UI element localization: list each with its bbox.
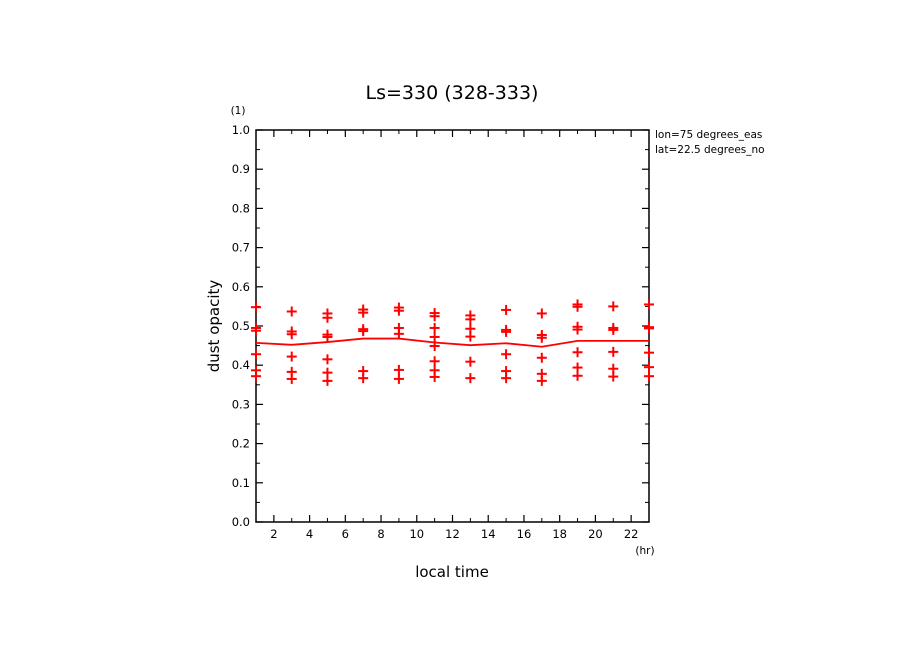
data-point-marker xyxy=(644,371,654,382)
y-tick-label: 0.5 xyxy=(232,319,250,333)
chart-title: Ls=330 (328-333) xyxy=(366,82,539,104)
plot-frame xyxy=(255,129,650,523)
y-tick-label: 0.0 xyxy=(232,515,250,529)
data-point-marker xyxy=(572,370,583,381)
data-point-marker xyxy=(358,307,369,318)
y-tick-label: 0.1 xyxy=(232,476,250,490)
data-point-marker xyxy=(393,373,404,384)
x-tick-label: 2 xyxy=(270,527,277,541)
data-point-marker xyxy=(572,301,583,312)
data-point-marker xyxy=(286,351,297,362)
data-point-marker xyxy=(644,347,654,358)
y-tick-label: 0.4 xyxy=(232,358,250,372)
y-tick-label: 0.9 xyxy=(232,162,250,176)
data-point-marker xyxy=(644,299,654,310)
mean-line xyxy=(255,337,649,348)
x-tick-label: 16 xyxy=(517,527,532,541)
y-axis-label: dust opacity xyxy=(205,280,223,373)
data-point-marker xyxy=(429,340,440,351)
x-tick-label: 8 xyxy=(377,527,384,541)
data-point-marker xyxy=(429,371,440,382)
data-point-marker xyxy=(393,364,404,375)
x-tick-label: 22 xyxy=(624,527,639,541)
data-point-marker xyxy=(572,347,583,358)
data-point-marker xyxy=(536,308,547,319)
data-point-marker xyxy=(501,326,512,337)
data-point-marker xyxy=(251,325,261,336)
data-point-marker xyxy=(251,349,261,360)
x-tick-label: 12 xyxy=(445,527,460,541)
sample-points-series xyxy=(251,299,654,386)
data-point-marker xyxy=(358,326,369,337)
data-point-marker xyxy=(536,332,547,343)
data-point-marker xyxy=(429,356,440,367)
x-tick-label: 20 xyxy=(588,527,603,541)
data-point-marker xyxy=(322,312,333,323)
data-point-marker xyxy=(501,373,512,384)
data-point-marker xyxy=(429,322,440,333)
mean-line-series xyxy=(255,337,649,348)
x-axis-ticks: 2 4 6 8 10 12 14 16 18 20 22 xyxy=(255,130,650,541)
data-point-marker xyxy=(322,354,333,365)
data-point-marker xyxy=(429,311,440,322)
data-point-marker xyxy=(608,301,619,312)
data-point-marker xyxy=(286,373,297,384)
data-point-marker xyxy=(429,331,440,342)
data-point-marker xyxy=(286,306,297,317)
y-tick-label: 0.2 xyxy=(232,437,250,451)
data-point-marker xyxy=(501,304,512,315)
data-point-marker xyxy=(644,323,654,334)
data-point-marker xyxy=(322,375,333,386)
data-point-marker xyxy=(251,371,261,382)
data-point-marker xyxy=(608,324,619,335)
data-point-marker xyxy=(536,352,547,363)
data-point-marker xyxy=(608,371,619,382)
y-tick-label: 1.0 xyxy=(232,123,250,137)
data-point-marker xyxy=(608,346,619,357)
data-point-marker xyxy=(393,328,404,339)
data-point-marker xyxy=(393,305,404,316)
data-point-marker xyxy=(644,362,654,373)
y-tick-label: 0.6 xyxy=(232,280,250,294)
annotation-lat: lat=22.5 degrees_no xyxy=(655,144,765,156)
data-point-marker xyxy=(465,331,476,342)
annotation-lon: lon=75 degrees_eas xyxy=(655,129,762,141)
data-point-marker xyxy=(251,302,261,313)
data-point-marker xyxy=(465,356,476,367)
x-tick-label: 14 xyxy=(481,527,496,541)
x-unit-label: (hr) xyxy=(635,545,654,557)
x-tick-label: 10 xyxy=(409,527,424,541)
y-axis-ticks: 0.0 0.1 0.2 0.3 0.4 0.5 0.6 0.7 0.8 0.9 1.0 xyxy=(232,123,649,529)
data-point-marker xyxy=(501,349,512,360)
data-point-marker xyxy=(322,331,333,342)
x-axis-label: local time xyxy=(415,563,489,581)
data-point-marker xyxy=(536,375,547,386)
x-tick-label: 18 xyxy=(552,527,567,541)
y-unit-label: (1) xyxy=(231,105,246,117)
data-point-marker xyxy=(358,373,369,384)
data-point-marker xyxy=(286,329,297,340)
y-tick-label: 0.7 xyxy=(232,241,250,255)
y-tick-label: 0.8 xyxy=(232,201,250,215)
data-point-marker xyxy=(572,324,583,335)
y-tick-label: 0.3 xyxy=(232,397,250,411)
data-point-marker xyxy=(465,373,476,384)
x-tick-label: 4 xyxy=(306,527,313,541)
x-tick-label: 6 xyxy=(342,527,349,541)
data-point-marker xyxy=(465,314,476,325)
